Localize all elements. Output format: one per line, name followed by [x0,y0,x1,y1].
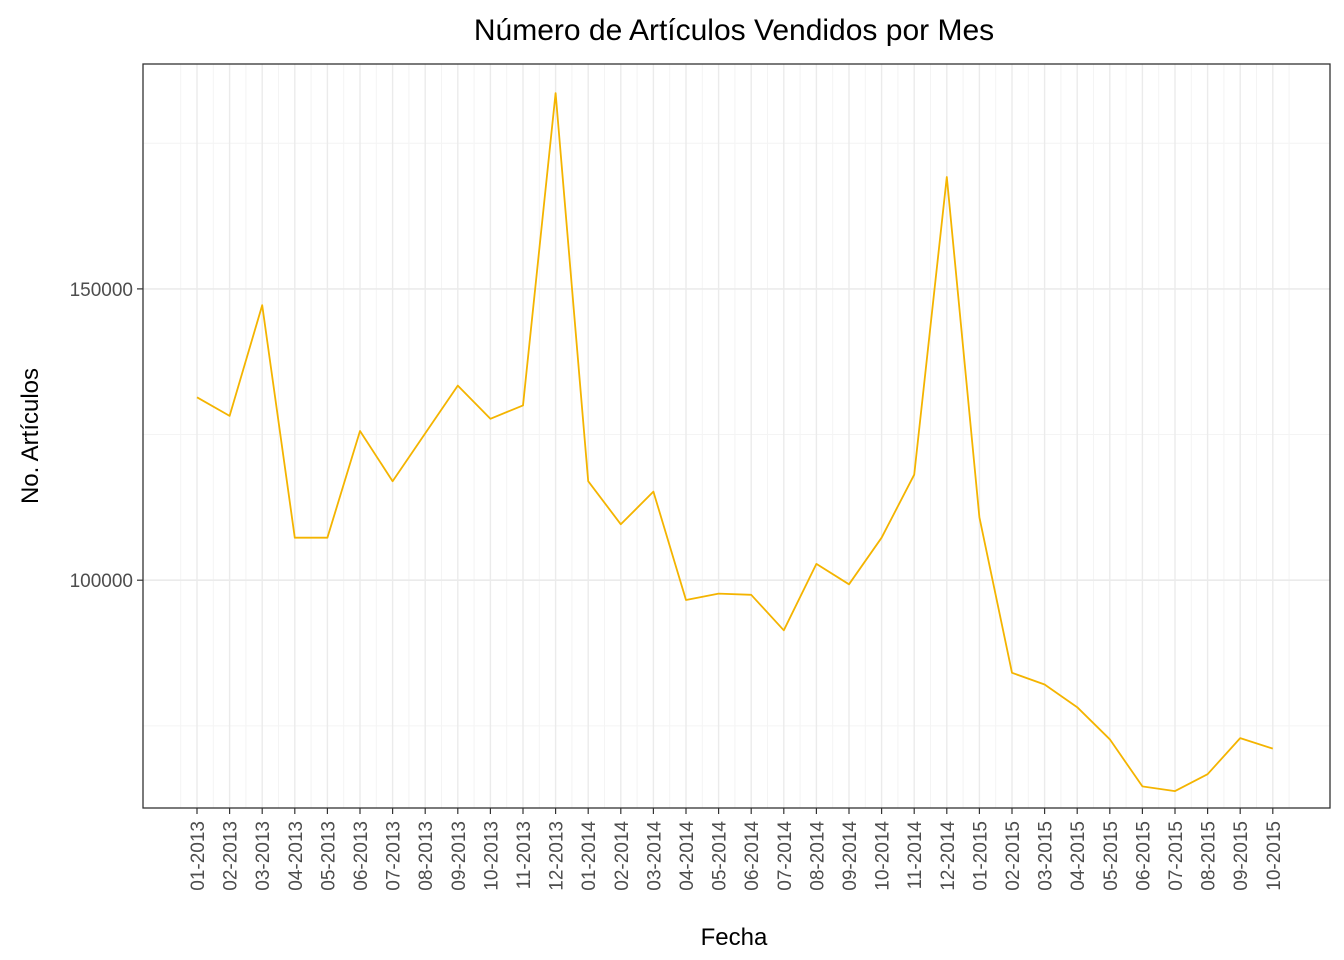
x-tick-label: 03-2013 [253,821,274,891]
x-tick-label: 03-2014 [644,821,665,891]
x-tick-label: 10-2013 [481,821,502,891]
grid [143,64,1330,808]
x-tick-label: 01-2015 [970,821,991,891]
x-tick-label: 07-2013 [384,821,405,891]
x-tick-label: 02-2014 [612,821,633,891]
panel-border [142,63,1331,809]
x-tick-label: 10-2015 [1264,821,1285,891]
x-tick-label: 11-2014 [905,821,926,890]
x-tick-label: 07-2014 [775,821,796,891]
x-tick-label: 04-2013 [286,821,307,891]
x-tick-label: 11-2013 [514,821,535,889]
x-tick-label: 01-2014 [579,821,600,891]
x-tick-label: 10-2014 [873,821,894,891]
x-tick-label: 02-2013 [221,821,242,891]
chart-title: Número de Artículos Vendidos por Mes [474,14,994,47]
x-tick-label: 12-2013 [547,821,568,891]
x-axis-title: Fecha [701,924,768,951]
x-tick-label: 01-2013 [188,821,209,891]
x-tick-label: 07-2015 [1166,821,1187,891]
y-tick-label: 100000 [70,571,133,592]
x-tick-label: 02-2015 [1003,821,1024,891]
y-axis-title: No. Artículos [17,368,44,504]
x-tick-label: 05-2013 [318,821,339,891]
x-axis: 01-2013 02-2013 03-2013 04-2013 05-2013 06-20… [188,808,1285,891]
x-tick-label: 04-2015 [1068,821,1089,891]
y-tick-label: 150000 [70,280,133,301]
series-layer [196,92,1274,792]
x-tick-label: 08-2013 [416,821,437,891]
x-tick-label: 12-2014 [938,821,959,891]
x-tick-label: 09-2015 [1231,821,1252,891]
series-line [196,92,1274,792]
x-tick-label: 03-2015 [1036,821,1057,891]
x-tick-label: 06-2013 [351,821,372,891]
x-tick-label: 09-2013 [449,821,470,891]
x-tick-label: 09-2014 [840,821,861,891]
x-tick-label: 05-2015 [1101,821,1122,891]
x-tick-label: 08-2014 [807,821,828,891]
x-tick-label: 08-2015 [1199,821,1220,891]
x-tick-label: 04-2014 [677,821,698,891]
x-tick-label: 05-2014 [710,821,731,891]
x-tick-label: 06-2015 [1133,821,1154,891]
y-axis: 100000 150000 [70,280,143,592]
x-tick-label: 06-2014 [742,821,763,891]
